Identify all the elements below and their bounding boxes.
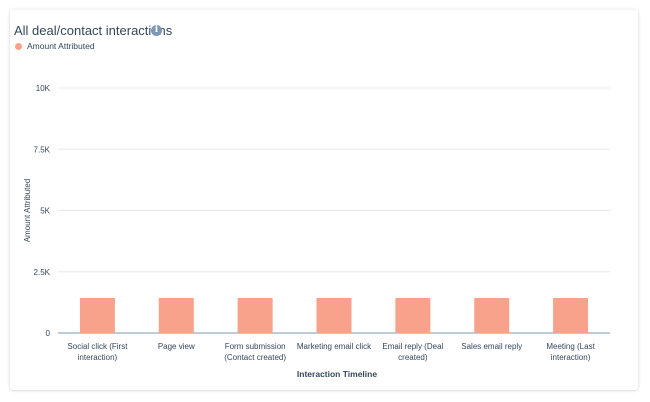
- bar[interactable]: [316, 297, 352, 333]
- chart-title: All deal/contact interactions: [14, 23, 173, 38]
- y-tick-label: 10K: [36, 84, 51, 93]
- y-tick-label: 5K: [40, 207, 50, 216]
- y-tick-label: 0: [46, 329, 51, 338]
- y-tick-label: 2.5K: [34, 268, 51, 277]
- x-axis-title: Interaction Timeline: [297, 369, 377, 379]
- x-tick-label: Page view: [158, 342, 195, 351]
- legend[interactable]: Amount Attributed: [15, 41, 95, 51]
- y-tick-label: 7.5K: [34, 145, 51, 154]
- x-tick-label: Sales email reply: [461, 342, 522, 351]
- x-tick-label: Social click (First interaction): [67, 342, 128, 362]
- x-tick-label: Meeting (Last interaction): [546, 342, 595, 362]
- x-tick-label: Marketing email click: [297, 342, 372, 351]
- legend-label: Amount Attributed: [27, 41, 95, 51]
- y-axis-title: Amount Attributed: [23, 179, 32, 243]
- x-tick-label: Email reply (Deal created): [382, 342, 443, 362]
- bar[interactable]: [158, 297, 194, 333]
- bar[interactable]: [553, 297, 589, 333]
- bar[interactable]: [237, 297, 273, 333]
- bar[interactable]: [474, 297, 510, 333]
- bar[interactable]: [395, 297, 431, 333]
- x-tick-label: Form submission (Contact created): [224, 342, 286, 362]
- bar[interactable]: [79, 297, 115, 333]
- legend-swatch: [15, 42, 22, 50]
- info-icon[interactable]: i: [151, 25, 162, 36]
